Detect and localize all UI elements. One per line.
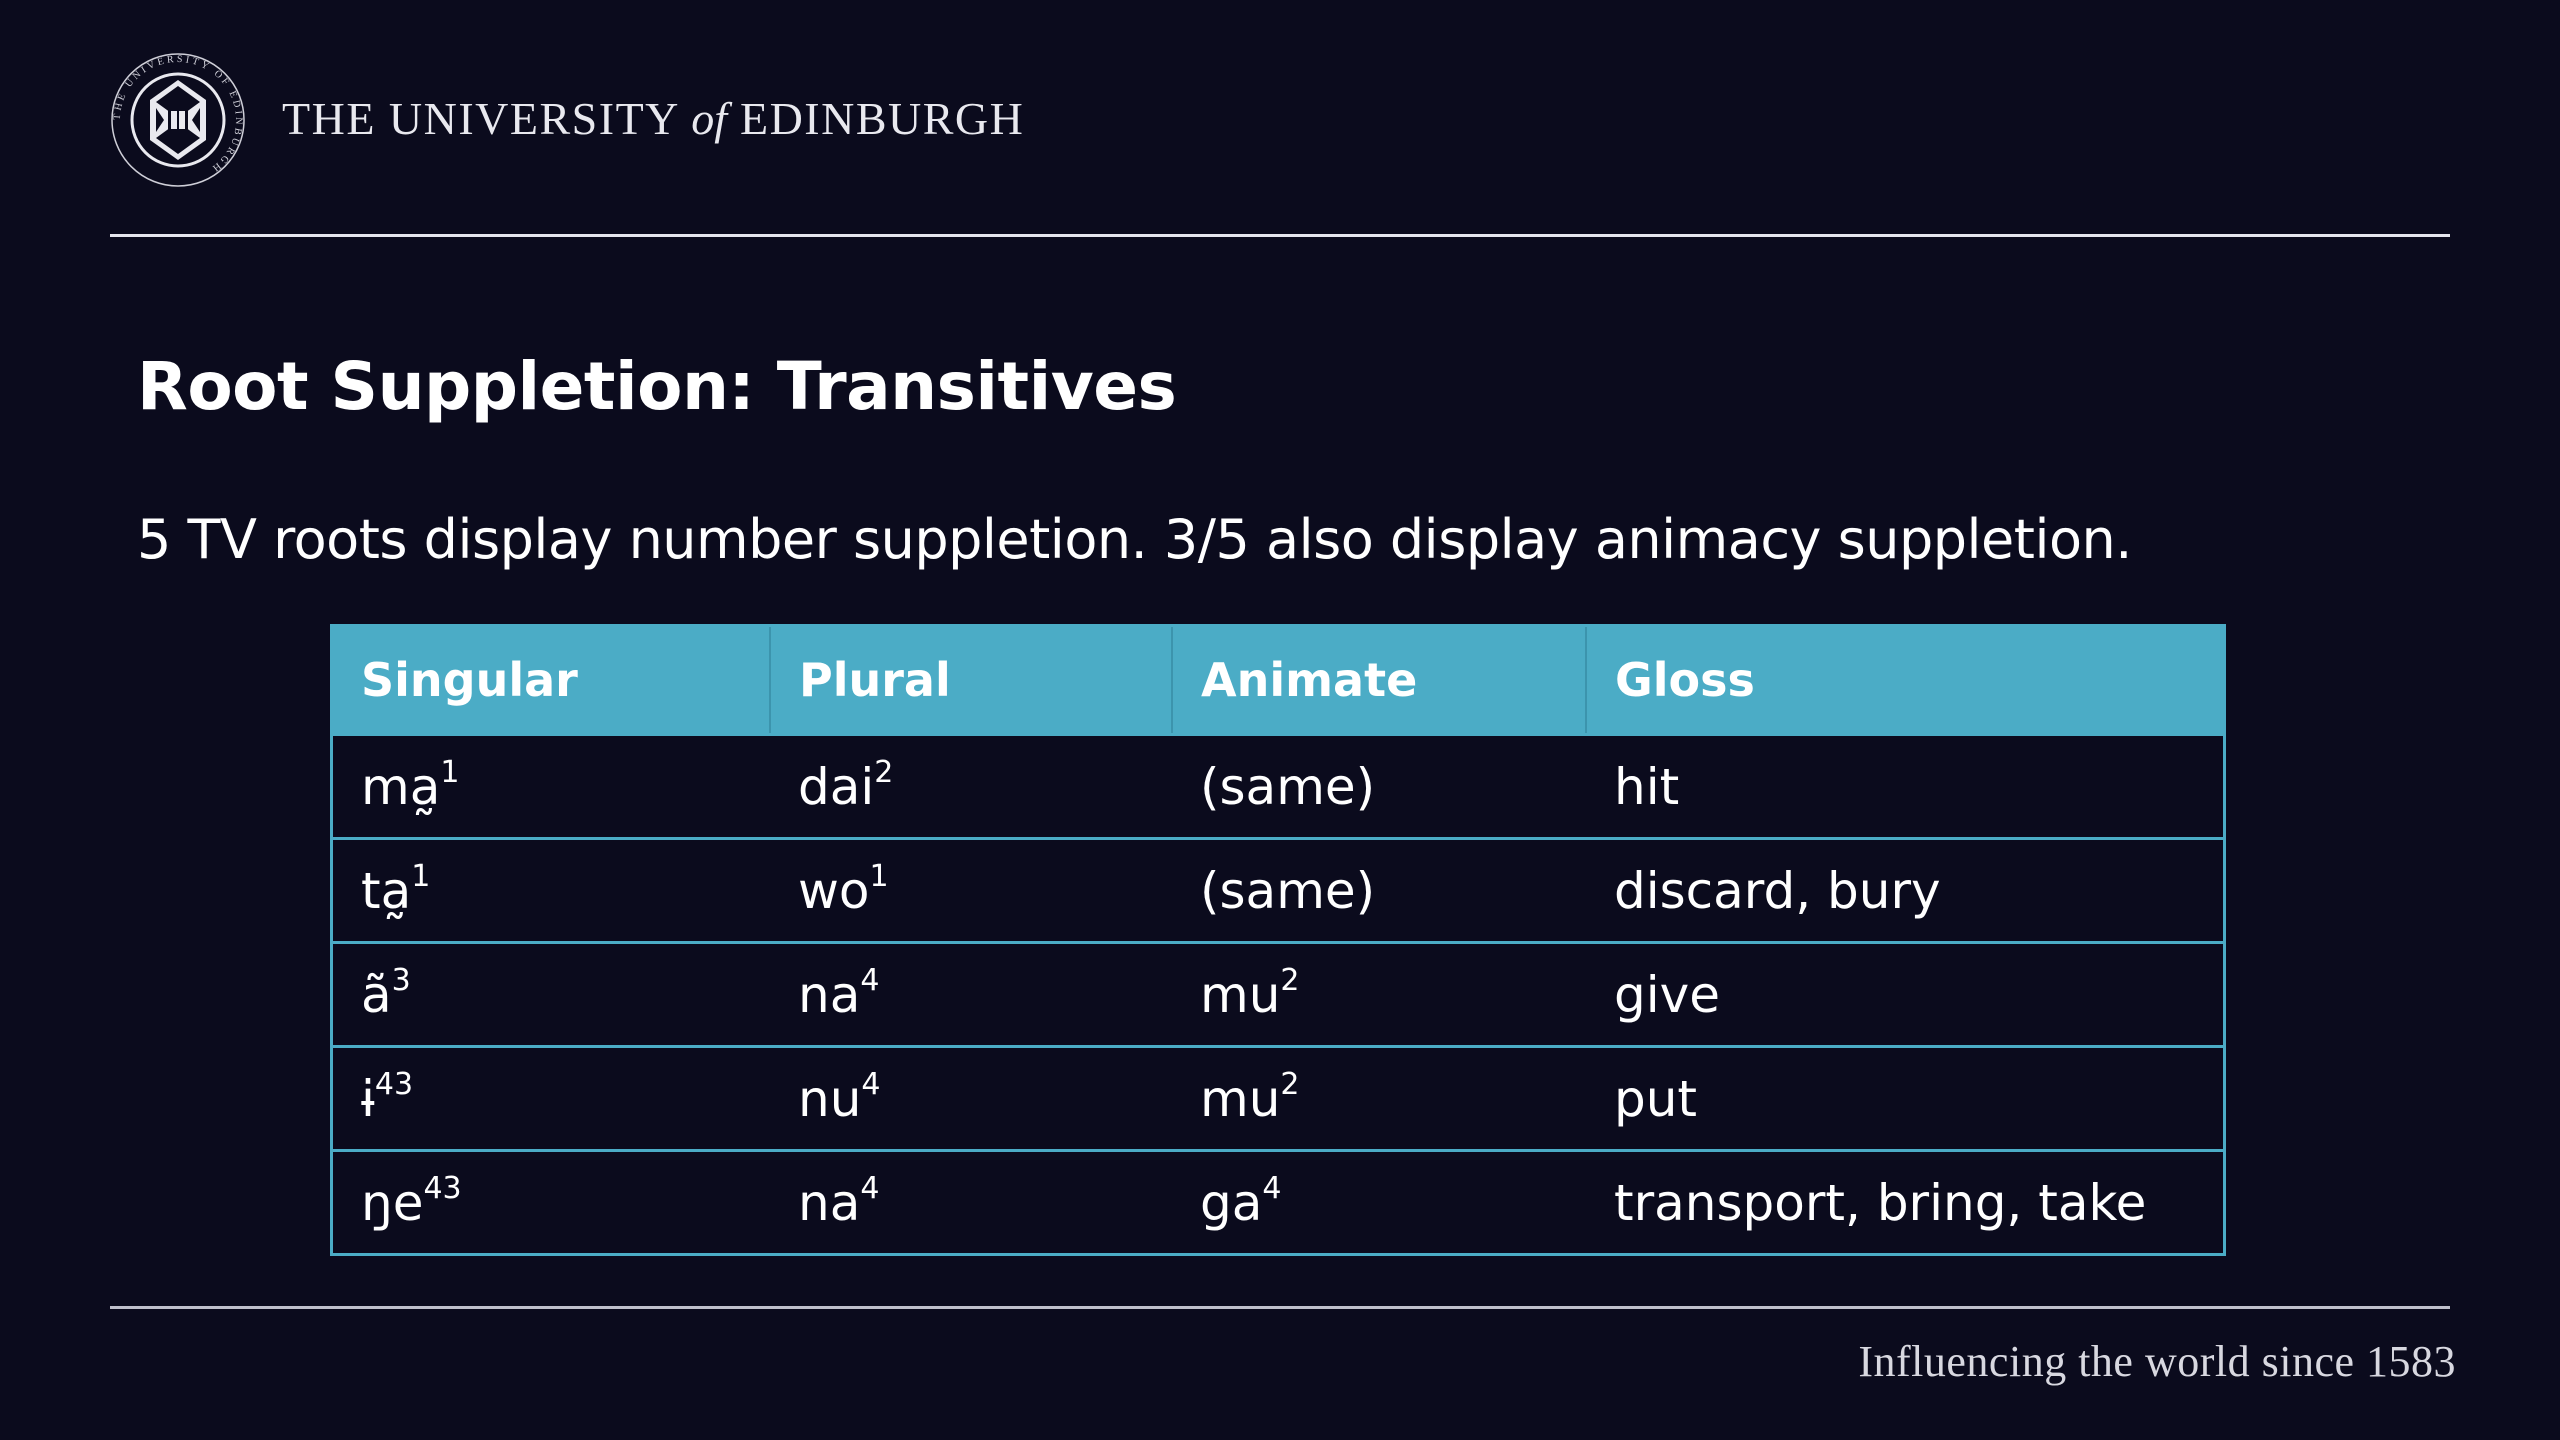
university-name-part1: THE UNIVERSITY [282,93,679,144]
cell-plural: wo1 [770,837,1172,943]
cell-singular: ŋe43 [331,1149,770,1255]
cell-gloss: hit [1586,733,2225,839]
slide-subtitle: 5 TV roots display number suppletion. 3/… [137,508,2132,571]
cell-gloss: put [1586,1045,2225,1151]
cell-gloss: discard, bury [1586,837,2225,943]
university-name-of: of [691,93,727,144]
cell-singular: ma̰1 [331,733,770,839]
table-row: ɨ43 nu4 mu2 put [331,1045,2225,1151]
table-header-row: Singular Plural Animate Gloss [331,625,2225,735]
university-name-part2: EDINBURGH [739,93,1025,144]
cell-singular: ã3 [331,941,770,1047]
university-crest-icon: THE UNIVERSITY OF EDINBURGH [111,53,245,187]
cell-animate: ga4 [1172,1149,1586,1255]
header-plural: Plural [769,625,1172,735]
header-singular: Singular [331,625,770,735]
cell-animate: mu2 [1172,941,1586,1047]
cell-animate: (same) [1172,733,1586,839]
header-animate: Animate [1171,625,1586,735]
header-divider [110,234,2450,237]
cell-singular: ɨ43 [331,1045,770,1151]
footer-tagline: Influencing the world since 1583 [1858,1337,2456,1386]
cell-plural: nu4 [770,1045,1172,1151]
cell-gloss: give [1586,941,2225,1047]
slide-title: Root Suppletion: Transitives [137,348,1177,425]
cell-singular: ta̰1 [331,837,770,943]
table-row: ma̰1 dai2 (same) hit [331,733,2225,839]
table-row: ã3 na4 mu2 give [331,941,2225,1047]
table-row: ŋe43 na4 ga4 transport, bring, take [331,1149,2225,1255]
cell-plural: dai2 [770,733,1172,839]
cell-gloss: transport, bring, take [1586,1149,2225,1255]
university-header: THE UNIVERSITY OF EDINBURGH THE UNIVERSI… [110,52,1110,188]
cell-animate: mu2 [1172,1045,1586,1151]
header-gloss: Gloss [1585,625,2225,735]
university-name: THE UNIVERSITY of EDINBURGH [282,92,1024,145]
suppletion-table: Singular Plural Animate Gloss ma̰1 dai2 … [330,624,2226,1256]
cell-plural: na4 [770,1149,1172,1255]
cell-animate: (same) [1172,837,1586,943]
table-row: ta̰1 wo1 (same) discard, bury [331,837,2225,943]
cell-plural: na4 [770,941,1172,1047]
footer-divider [110,1306,2450,1309]
